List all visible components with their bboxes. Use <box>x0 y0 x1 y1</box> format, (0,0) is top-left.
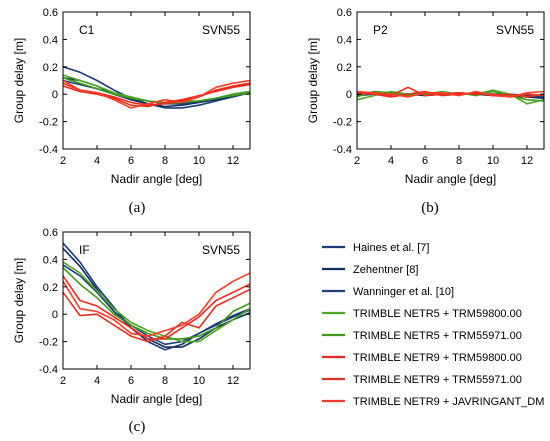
x-tick-label: 10 <box>487 155 499 167</box>
x-tick-label: 8 <box>456 155 462 167</box>
series-group <box>357 86 544 105</box>
series-line-7 <box>63 288 250 343</box>
y-tick-label: -0.2 <box>333 117 352 129</box>
y-tick-label: -0.4 <box>39 364 58 376</box>
x-tick-label: 2 <box>60 155 66 167</box>
x-tick-label: 2 <box>354 155 360 167</box>
x-tick-label: 6 <box>422 155 428 167</box>
x-tick-label: 6 <box>128 375 134 387</box>
y-tick-label: 0.2 <box>337 62 352 74</box>
x-axis-label: Nadir angle [deg] <box>405 172 496 186</box>
plot-frame <box>62 11 251 150</box>
panel-caption: (c) <box>129 419 146 435</box>
series-line-5 <box>63 267 250 340</box>
series-line-4 <box>63 261 250 343</box>
panel-satellite-label: SVN55 <box>202 243 240 257</box>
legend: Haines et al. [7] Zehentner [8] Wanninger … <box>322 242 544 408</box>
y-axis-label: Group delay [m] <box>12 38 26 123</box>
series-line-7 <box>63 83 250 108</box>
y-tick-label: 0.2 <box>43 62 58 74</box>
x-tick-label: 10 <box>193 375 205 387</box>
legend-label: TRIMBLE NETR5 + TRM55971.00 <box>353 330 522 342</box>
x-tick-label: 12 <box>227 375 239 387</box>
y-tick-label: 0.6 <box>337 7 352 19</box>
y-tick-label: 0 <box>346 89 352 101</box>
x-axis-label: Nadir angle [deg] <box>111 392 202 406</box>
x-tick-label: 4 <box>94 155 100 167</box>
y-tick-label: 0.2 <box>43 282 58 294</box>
x-tick-label: 10 <box>193 155 205 167</box>
y-tick-label: 0 <box>52 89 58 101</box>
y-tick-label: -0.2 <box>39 117 58 129</box>
series-group <box>63 66 250 109</box>
y-axis-label: Group delay [m] <box>12 258 26 343</box>
y-axis-label: Group delay [m] <box>306 38 320 123</box>
y-tick-label: -0.2 <box>39 337 58 349</box>
panel-signal-label: C1 <box>79 23 95 37</box>
legend-label: Wanninger et al. [10] <box>353 286 454 298</box>
series-line-8 <box>63 79 250 109</box>
chart-panel-3: -0.4 -0.2 0 0.2 0.4 0.6 2 4 6 8 10 12 Nadir angle [d… <box>12 227 251 435</box>
panel-signal-label: IF <box>79 243 90 257</box>
x-tick-label: 8 <box>162 375 168 387</box>
legend-label: TRIMBLE NETR5 + TRM59800.00 <box>353 308 522 320</box>
legend-label: TRIMBLE NETR9 + TRM59800.00 <box>353 352 522 364</box>
series-group <box>63 242 250 351</box>
legend-label: TRIMBLE NETR9 + JAVRINGANT_DM <box>353 396 544 408</box>
y-tick-label: 0.4 <box>337 34 352 46</box>
plot-frame <box>356 11 545 150</box>
series-line-8 <box>357 90 544 98</box>
legend-label: TRIMBLE NETR9 + TRM55971.00 <box>353 374 522 386</box>
panel-satellite-label: SVN55 <box>202 23 240 37</box>
x-tick-label: 2 <box>60 375 66 387</box>
series-line-2 <box>63 247 250 348</box>
y-tick-label: 0.4 <box>43 34 58 46</box>
y-tick-label: 0.6 <box>43 7 58 19</box>
series-line-8 <box>63 272 250 337</box>
panel-satellite-label: SVN55 <box>496 23 534 37</box>
chart-panel-1: -0.4 -0.2 0 0.2 0.4 0.6 2 4 6 8 10 12 Nadir angle [d… <box>12 7 251 216</box>
y-tick-label: -0.4 <box>39 144 58 156</box>
y-tick-label: 0 <box>52 309 58 321</box>
series-line-3 <box>63 264 250 346</box>
panel-signal-label: P2 <box>373 23 388 37</box>
legend-label: Zehentner [8] <box>353 264 418 276</box>
panel-caption: (b) <box>421 200 439 216</box>
x-axis-label: Nadir angle [deg] <box>111 172 202 186</box>
y-tick-label: 0.4 <box>43 254 58 266</box>
series-line-1 <box>63 242 250 351</box>
chart-panel-2: -0.4 -0.2 0 0.2 0.4 0.6 2 4 6 8 10 12 Nadir angle [d… <box>306 7 545 216</box>
x-tick-label: 4 <box>94 375 100 387</box>
x-tick-label: 6 <box>128 155 134 167</box>
x-tick-label: 12 <box>227 155 239 167</box>
panel-caption: (a) <box>129 200 146 216</box>
x-tick-label: 4 <box>388 155 394 167</box>
legend-label: Haines et al. [7] <box>353 242 429 254</box>
x-tick-label: 8 <box>162 155 168 167</box>
x-tick-label: 12 <box>521 155 533 167</box>
y-tick-label: -0.4 <box>333 144 352 156</box>
y-tick-label: 0.6 <box>43 227 58 239</box>
plot-frame <box>62 231 251 370</box>
